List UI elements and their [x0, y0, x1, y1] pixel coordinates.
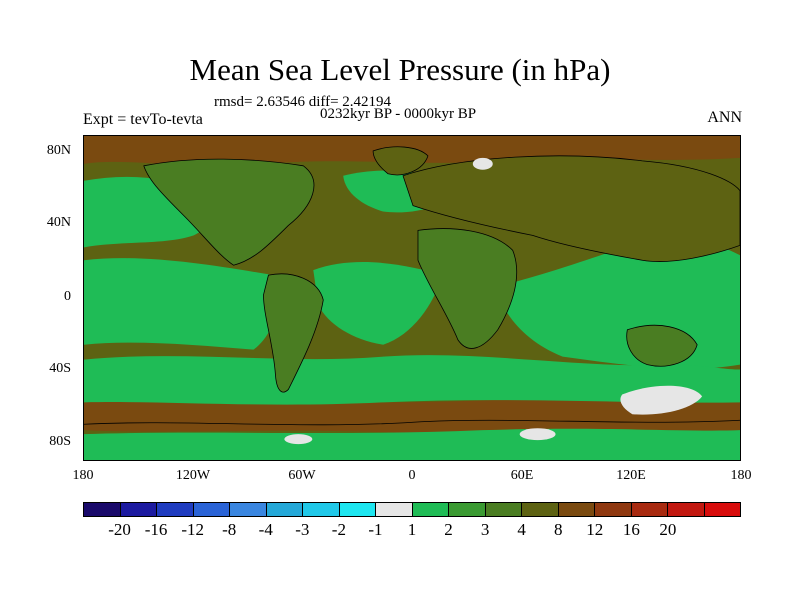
colorbar-label: -20: [108, 520, 131, 539]
colorbar-label: -4: [258, 520, 273, 539]
colorbar-swatch: [339, 503, 376, 516]
colorbar-swatch: [376, 503, 413, 516]
y-label-40s: 40S: [49, 361, 71, 376]
colorbar-label: 12: [586, 520, 604, 539]
north-america: [143, 158, 315, 266]
colorbar-label: -2: [331, 520, 346, 539]
colorbar-label: -12: [181, 520, 204, 539]
time-period-label: 0232kyr BP - 0000kyr BP: [320, 106, 477, 122]
x-label-0: 0: [408, 468, 416, 483]
experiment-label: Expt = tevTo-tevta: [83, 111, 203, 128]
colorbar-swatch: [522, 503, 559, 516]
south-america: [263, 273, 324, 393]
antarctic-neutral-patch: [620, 385, 703, 415]
colorbar-label: 3: [480, 520, 490, 539]
colorbar-swatch: [84, 503, 121, 516]
colorbar-swatch: [704, 503, 740, 516]
africa: [417, 228, 518, 349]
season-label: ANN: [707, 109, 742, 126]
colorbar-swatch: [631, 503, 668, 516]
colorbar-label: 1: [407, 520, 417, 539]
australia: [626, 324, 698, 367]
colorbar-swatch: [157, 503, 194, 516]
arctic-neutral-patch: [472, 157, 493, 170]
colorbar-swatch: [595, 503, 632, 516]
colorbar-swatch: [668, 503, 705, 516]
x-label-180e: 180: [730, 468, 752, 483]
rmsd-diff-stats: rmsd= 2.63546 diff= 2.42194: [214, 94, 392, 110]
colorbar-label: -3: [295, 520, 310, 539]
antarctica-coast: [84, 419, 740, 426]
colorbar-label: 8: [553, 520, 563, 539]
x-label-180w: 180: [72, 468, 94, 483]
colorbar-swatch: [266, 503, 303, 516]
colorbar-swatch: [120, 503, 157, 516]
colorbar-label: 2: [444, 520, 453, 539]
colorbar: [83, 502, 741, 517]
colorbar-swatch: [303, 503, 340, 516]
colorbar-label: -16: [144, 520, 168, 539]
east-antarctic-patch: [519, 428, 556, 441]
colorbar-label: 20: [659, 520, 677, 539]
colorbar-label: -8: [222, 520, 237, 539]
tropical-pacific-green: [84, 258, 278, 350]
x-label-60e: 60E: [510, 468, 534, 483]
west-antarctic-patch: [284, 434, 313, 445]
colorbar-swatch: [230, 503, 267, 516]
y-label-0: 0: [64, 289, 71, 304]
y-label-80n: 80N: [46, 143, 71, 158]
map-title: Mean Sea Level Pressure (in hPa): [189, 52, 611, 87]
colorbar-swatch: [485, 503, 522, 516]
eurasia: [402, 155, 740, 262]
y-label-80s: 80S: [49, 434, 71, 449]
colorbar-swatch: [449, 503, 486, 516]
colorbar-swatch: [558, 503, 595, 516]
greenland: [372, 146, 429, 176]
x-label-120w: 120W: [175, 468, 211, 483]
pressure-map: [83, 135, 741, 461]
colorbar-label: 4: [517, 520, 526, 539]
y-label-40n: 40N: [46, 215, 71, 230]
colorbar-label: 16: [622, 520, 640, 539]
x-label-60w: 60W: [288, 468, 316, 483]
x-label-120e: 120E: [616, 468, 646, 483]
colorbar-swatch: [412, 503, 449, 516]
tropical-atlantic-green: [313, 262, 443, 345]
antarctic-green: [84, 428, 740, 460]
southern-high-band: [84, 399, 740, 435]
colorbar-swatch: [193, 503, 230, 516]
southern-ocean-green: [84, 355, 740, 405]
colorbar-label: -1: [368, 520, 383, 539]
